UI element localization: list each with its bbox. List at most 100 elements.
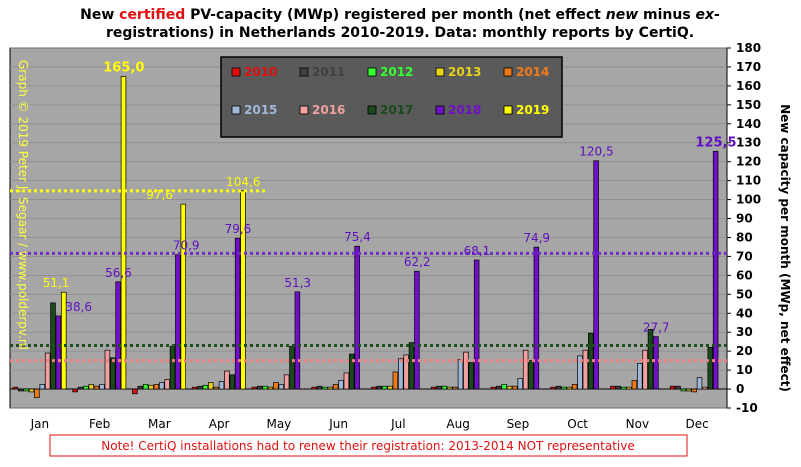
bar-2013-sep [506, 385, 513, 390]
chart-title-line1: New certified PV-capacity (MWp) register… [80, 7, 720, 23]
bar-2011-mar [137, 385, 144, 390]
bar-2012-apr [202, 384, 209, 390]
bar-2013-jun [327, 386, 334, 390]
x-tick-label: Nov [626, 417, 649, 431]
data-label-2018-dec: 125,5 [695, 135, 736, 150]
bar-2014-mar [153, 383, 160, 390]
bar-2016-jul [403, 354, 409, 390]
y-tick-label: 0 [736, 382, 744, 396]
bar-2017-mar [169, 346, 176, 390]
bar-2014-jun [332, 383, 339, 390]
x-tick-label: Dec [686, 417, 709, 431]
bar-2019-jan [61, 291, 67, 390]
y-tick-label: 180 [736, 41, 761, 55]
data-label-2018-jun: 75,4 [344, 230, 371, 244]
bar-2011-apr [197, 385, 203, 390]
bar-2014-jan [34, 388, 40, 398]
bar-2013-jul [387, 385, 393, 390]
legend-label-2010: 2010 [244, 65, 277, 79]
legend-swatch-2010 [231, 67, 241, 77]
bar-2014-apr [213, 386, 219, 390]
x-tick-label: May [266, 417, 291, 431]
x-tick-label: Feb [89, 417, 110, 431]
y-tick-label: 80 [736, 230, 753, 244]
bar-2017-jun [349, 353, 355, 390]
bar-2016-apr [224, 370, 230, 390]
bar-2011-nov [615, 385, 622, 390]
data-label-2018-feb: 56,6 [105, 266, 132, 280]
bar-2010-sep [490, 386, 497, 390]
bar-2011-aug [436, 385, 442, 390]
legend-swatch-2017 [367, 105, 377, 115]
bar-2014-dec [691, 388, 697, 393]
bar-2016-feb [104, 349, 111, 390]
data-label-2018-jan: 38,6 [65, 300, 92, 314]
bar-2012-jun [322, 386, 328, 390]
bar-2015-sep [517, 378, 524, 390]
bar-2018-apr [234, 237, 241, 390]
bar-2015-aug [457, 359, 464, 390]
x-tick-label: Jan [30, 417, 50, 431]
bar-2019-feb [120, 76, 127, 390]
bar-2011-jun [316, 385, 323, 390]
bar-2016-nov [642, 349, 648, 390]
x-tick-label: Jul [390, 417, 405, 431]
bar-2018-nov [653, 336, 659, 390]
bar-2010-jan [12, 386, 19, 390]
bar-2012-nov [620, 386, 627, 390]
bar-2016-aug [463, 351, 469, 390]
bar-2014-oct [571, 383, 578, 390]
bar-2016-sep [522, 349, 529, 390]
legend-label-2013: 2013 [448, 65, 481, 79]
data-label-2018-may: 51,3 [284, 276, 311, 290]
legend-label-2012: 2012 [380, 65, 413, 79]
bar-2018-aug [473, 259, 480, 390]
bar-2014-aug [452, 386, 458, 390]
legend-swatch-2011 [299, 67, 309, 77]
bar-2015-mar [159, 382, 165, 390]
y-axis-title: New capacity per month (MWp, net effect) [778, 104, 792, 392]
legend-label-2014: 2014 [516, 65, 549, 79]
x-tick-label: Mar [148, 417, 171, 431]
data-label-2018-sep: 74,9 [523, 231, 550, 245]
bar-2012-aug [441, 385, 448, 390]
bar-2015-jun [338, 380, 344, 390]
bar-2019-apr [240, 190, 246, 390]
bar-2018-oct [593, 160, 599, 390]
bar-2016-mar [164, 379, 170, 390]
bar-2010-nov [610, 385, 616, 390]
bar-2014-may [273, 382, 279, 390]
legend-label-2015: 2015 [244, 103, 277, 117]
legend-label-2016: 2016 [312, 103, 345, 117]
bar-2016-may [283, 374, 290, 390]
bar-2013-feb [88, 383, 95, 390]
plot-area: -10 0 10 20 30 40 50 60 70 80 90 100 110 120 130 140 150… [9, 41, 761, 431]
legend-swatch-2013 [435, 67, 445, 77]
bar-2010-oct [550, 386, 556, 390]
bar-2016-jun [343, 372, 350, 390]
bar-2012-mar [142, 383, 149, 390]
bar-2010-feb [72, 388, 78, 393]
bar-2016-oct [582, 349, 589, 390]
bar-2010-jul [371, 386, 377, 390]
bar-2012-sep [501, 383, 507, 390]
legend-label-2019: 2019 [516, 103, 549, 117]
legend-swatch-2019 [503, 105, 513, 115]
y-tick-label: 150 [736, 98, 761, 112]
bar-2017-apr [229, 374, 236, 390]
data-label-2018-oct: 120,5 [579, 145, 613, 159]
bar-2010-apr [191, 386, 198, 390]
bar-2015-nov [637, 363, 643, 390]
y-tick-label: 40 [736, 306, 753, 320]
x-tick-label: Aug [446, 417, 469, 431]
bar-2012-jan [23, 388, 29, 392]
bar-2018-may [294, 291, 301, 390]
bar-2013-mar [148, 384, 154, 390]
bar-2012-oct [561, 386, 567, 390]
bar-2018-sep [533, 246, 540, 390]
bar-2018-jul [414, 270, 420, 390]
data-label-2018-nov: 27,7 [643, 321, 670, 335]
y-tick-label: 90 [736, 212, 753, 226]
x-tick-label: Oct [567, 417, 588, 431]
